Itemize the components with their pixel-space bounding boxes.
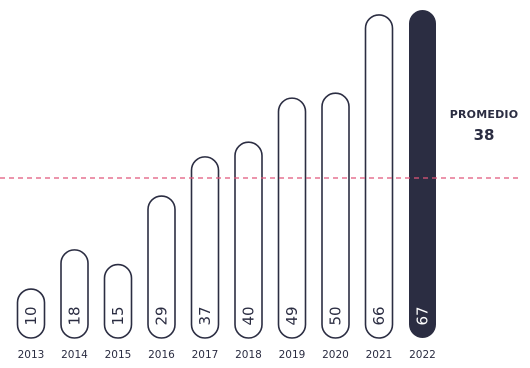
x-tick-2021: 2021 — [366, 349, 393, 361]
bar-value-label-2016: 29 — [153, 306, 171, 325]
x-tick-2016: 2016 — [148, 349, 175, 361]
x-tick-2019: 2019 — [279, 349, 306, 361]
average-label: PROMEDIO — [449, 108, 519, 121]
bar-value-label-2019: 49 — [283, 306, 301, 325]
bar-2017 — [190, 156, 220, 339]
bar-2021 — [364, 14, 394, 339]
average-value: 38 — [473, 126, 495, 144]
bar-value-label-2015: 15 — [109, 306, 127, 325]
x-tick-2013: 2013 — [18, 349, 45, 361]
x-tick-2018: 2018 — [235, 349, 262, 361]
bar-value-label-2020: 50 — [327, 306, 345, 325]
bar-2014 — [60, 249, 89, 339]
bar-2020 — [321, 92, 350, 339]
bar-2018 — [234, 141, 263, 339]
x-tick-2017: 2017 — [192, 349, 219, 361]
bar-value-label-2014: 18 — [66, 306, 84, 325]
bar-2019 — [277, 97, 307, 339]
bars-group — [16, 10, 436, 339]
bar-value-label-2013: 10 — [22, 306, 40, 325]
bar-2022 — [409, 10, 436, 338]
bar-value-label-2022: 67 — [414, 306, 432, 325]
bar-2015 — [103, 263, 133, 339]
bar-value-label-2018: 40 — [240, 306, 258, 325]
x-tick-labels: 2013 2014 2015 2016 2017 2018 2019 2020 2021 2022 — [18, 349, 436, 361]
x-tick-2022: 2022 — [409, 349, 436, 361]
bar-value-label-2021: 66 — [370, 306, 388, 325]
x-tick-2020: 2020 — [322, 349, 349, 361]
labels-group: 10 18 15 29 37 40 49 50 66 67 — [22, 306, 432, 325]
bar-2013 — [16, 288, 46, 339]
x-tick-2014: 2014 — [61, 349, 88, 361]
bar-2016 — [147, 195, 176, 339]
x-tick-2015: 2015 — [105, 349, 132, 361]
bar-value-label-2017: 37 — [196, 306, 214, 325]
